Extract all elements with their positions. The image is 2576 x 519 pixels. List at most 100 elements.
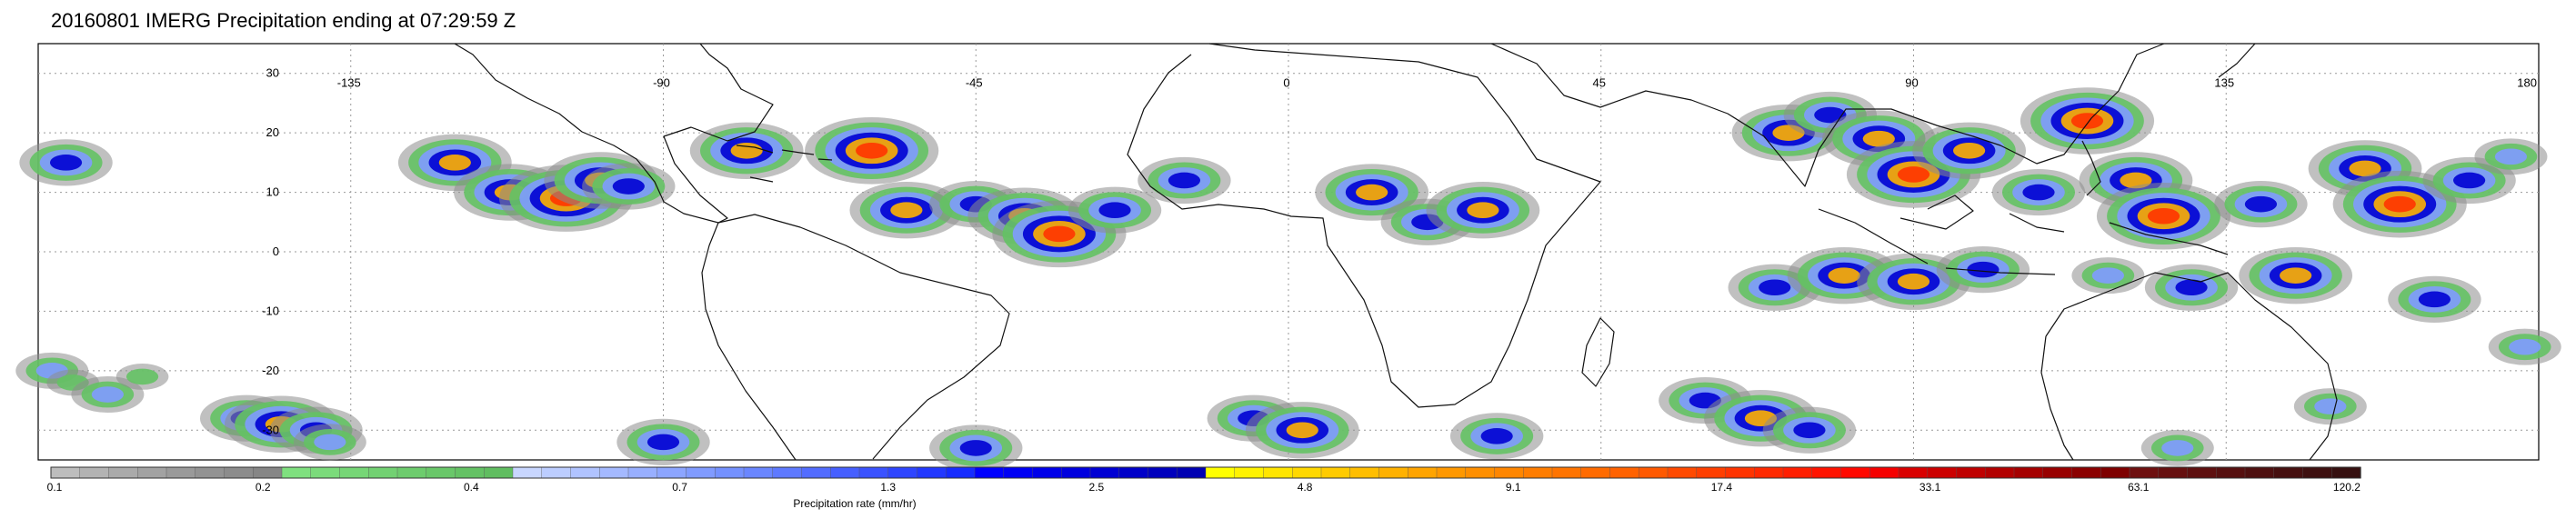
- colorbar-swatch: [2273, 466, 2304, 479]
- colorbar-tick-label: 33.1: [1919, 481, 1941, 494]
- colorbar-swatch: [253, 466, 283, 479]
- colorbar-tick-label: 4.8: [1298, 481, 1313, 494]
- precip-cell: [1356, 184, 1388, 201]
- colorbar-swatch: [2244, 466, 2275, 479]
- coastline-africa: [1127, 43, 1601, 408]
- precip-cell: [2070, 113, 2104, 129]
- colorbar-swatch: [801, 466, 831, 479]
- colorbar-tick-label: 0.7: [672, 481, 687, 494]
- colorbar-swatch: [1580, 466, 1611, 479]
- colorbar-swatch: [1869, 466, 1899, 479]
- colorbar-swatch: [195, 466, 226, 479]
- colorbar-swatch: [1292, 466, 1322, 479]
- precip-cell: [91, 386, 124, 403]
- precip-cell: [2280, 267, 2312, 284]
- precip-cell: [1862, 130, 1895, 147]
- colorbar-swatch: [1639, 466, 1669, 479]
- colorbar-swatch: [455, 466, 485, 479]
- precip-cell: [1286, 422, 1318, 439]
- colorbar-swatch: [2100, 466, 2130, 479]
- colorbar-swatch: [946, 466, 976, 479]
- precip-cell: [1480, 428, 1513, 444]
- colorbar-swatch: [426, 466, 456, 479]
- colorbar-swatch: [974, 466, 1005, 479]
- colorbar-swatch: [224, 466, 254, 479]
- colorbar-swatch: [512, 466, 543, 479]
- colorbar-swatch: [2331, 466, 2361, 479]
- precip-cell: [856, 142, 888, 159]
- colorbar-swatch: [281, 466, 312, 479]
- colorbar-swatch: [541, 466, 572, 479]
- lat-label: 20: [266, 125, 279, 139]
- coastline-madagascar: [1581, 317, 1615, 387]
- precip-cell: [2494, 148, 2528, 165]
- colorbar-swatch: [396, 466, 427, 479]
- colorbar-swatch: [2302, 466, 2332, 479]
- precip-cell: [1759, 279, 1791, 296]
- coastline-indonesia: [1818, 195, 2229, 275]
- colorbar-swatch: [657, 466, 687, 479]
- precip-cell: [1467, 202, 1499, 218]
- colorbar-swatch: [1754, 466, 1784, 479]
- colorbar-swatch: [830, 466, 860, 479]
- map-panel: [15, 43, 2561, 472]
- colorbar-swatch: [1551, 466, 1582, 479]
- coastline-north-america: [454, 43, 774, 224]
- colorbar-swatch: [2071, 466, 2101, 479]
- lat-label: -20: [262, 364, 279, 377]
- precipitation-field: [15, 87, 2561, 472]
- colorbar-swatch: [1349, 466, 1380, 479]
- precip-cell: [1168, 172, 1201, 189]
- lon-label: 0: [1283, 76, 1289, 90]
- precip-cell: [959, 440, 992, 456]
- lat-label: 30: [266, 66, 279, 80]
- precip-cell: [612, 178, 645, 195]
- precip-cell: [1897, 166, 1930, 183]
- colorbar-swatch: [368, 466, 398, 479]
- colorbar-tick-label: 0.2: [256, 481, 271, 494]
- precip-cell: [125, 368, 159, 385]
- precip-cell: [438, 155, 471, 171]
- precip-cell: [1043, 225, 1076, 243]
- colorbar-tick-label: 17.4: [1711, 481, 1733, 494]
- precip-cell: [1828, 267, 1860, 284]
- colorbar-swatch: [627, 466, 658, 479]
- precip-cell: [2349, 160, 2381, 177]
- precip-cell: [2244, 195, 2278, 213]
- colorbar-swatch: [79, 466, 110, 479]
- latitude-labels: 30 20 10 0 -10 -20 -30: [262, 66, 279, 437]
- lat-label: 10: [266, 185, 279, 199]
- lon-label: 45: [1593, 76, 1606, 90]
- colorbar-swatch: [858, 466, 889, 479]
- colorbar-tick-labels: 0.1 0.2 0.4 0.7 1.3 2.5 4.8 9.1 17.4 33.1 63.1 120.…: [47, 481, 2361, 494]
- colorbar-swatch: [2158, 466, 2189, 479]
- colorbar-swatch: [1811, 466, 1842, 479]
- colorbar-swatch: [1003, 466, 1034, 479]
- colorbar-swatch: [1523, 466, 1553, 479]
- colorbar-swatch: [1985, 466, 2015, 479]
- colorbar-swatch: [1840, 466, 1870, 479]
- colorbar-swatch: [484, 466, 514, 479]
- colorbar-swatch: [1032, 466, 1062, 479]
- colorbar-swatch: [1177, 466, 1207, 479]
- colorbar-swatch: [917, 466, 947, 479]
- precip-cell: [647, 434, 680, 451]
- colorbar-swatch: [2129, 466, 2160, 479]
- colorbar-tick-label: 63.1: [2128, 481, 2150, 494]
- precip-cell: [2509, 338, 2541, 355]
- colorbar-swatch: [1667, 466, 1698, 479]
- colorbar-swatch: [1118, 466, 1149, 479]
- coastlines: [454, 43, 2338, 461]
- colorbar-swatch: [1782, 466, 1813, 479]
- colorbar-swatch: [1494, 466, 1524, 479]
- colorbar-swatch: [1609, 466, 1639, 479]
- colorbar-tick-label: 9.1: [1506, 481, 1521, 494]
- colorbar-swatch: [887, 466, 918, 479]
- lat-label: 0: [273, 245, 279, 258]
- precip-cell: [890, 202, 923, 218]
- coastline-caribbean: [736, 145, 833, 183]
- colorbar-swatch: [1898, 466, 1929, 479]
- colorbar-swatch: [1927, 466, 1958, 479]
- precip-cell: [1967, 261, 2000, 278]
- precip-cell: [2147, 207, 2180, 225]
